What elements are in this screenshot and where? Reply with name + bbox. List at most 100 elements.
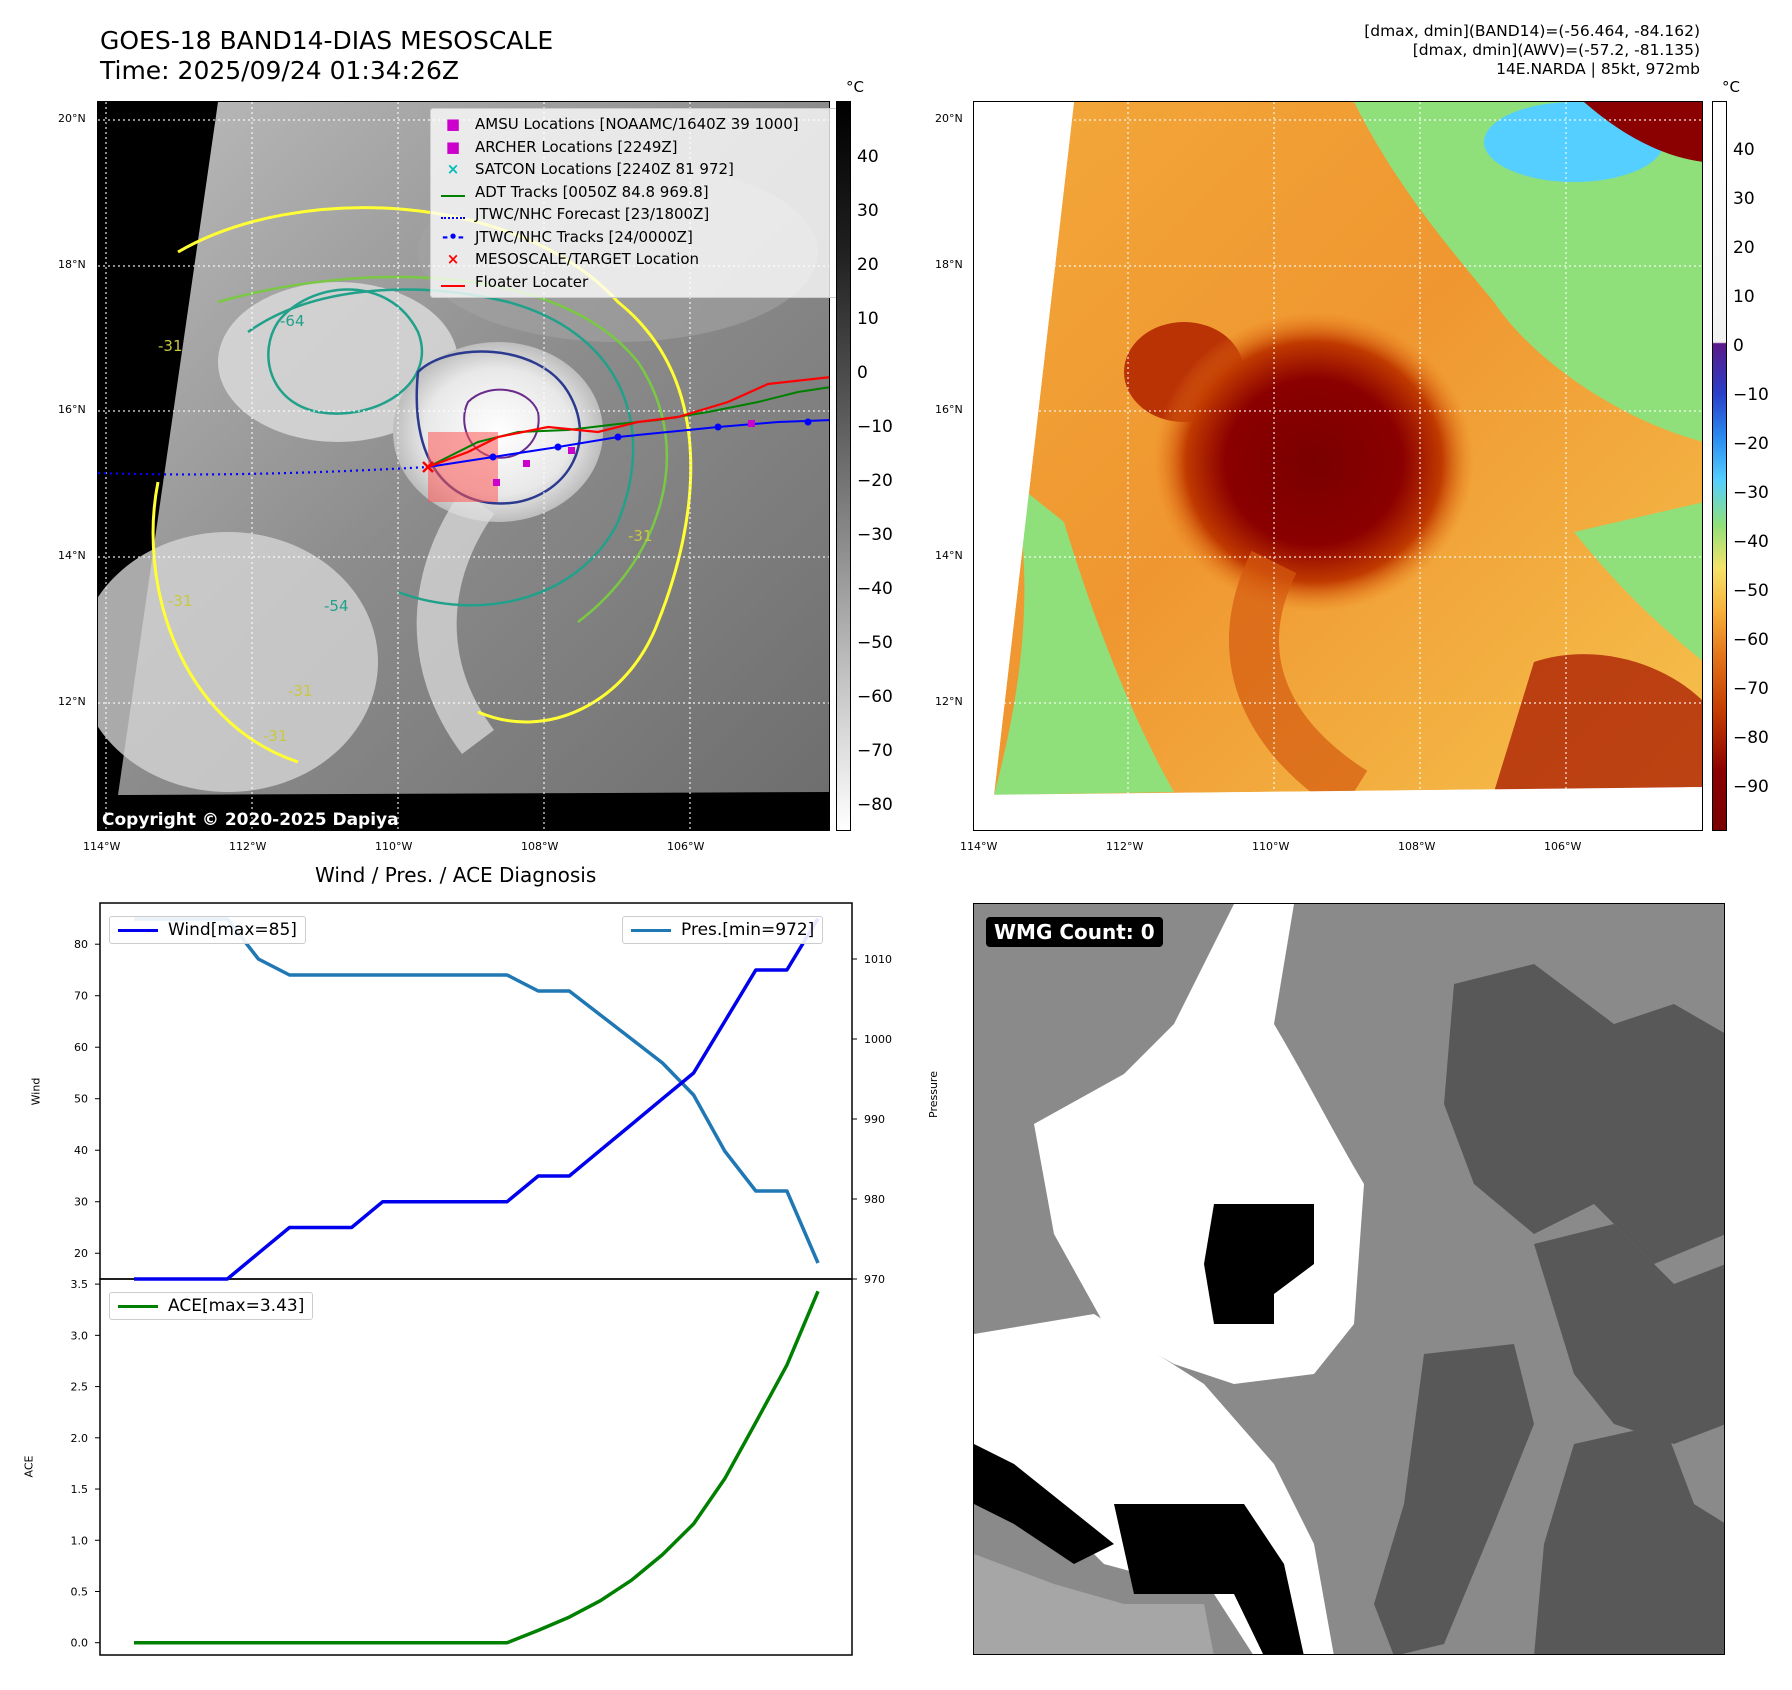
awv-colorbar-label: −60 [1733,630,1769,650]
awv-colorbar-label: −70 [1733,679,1769,699]
legend-track: -•- JTWC/NHC Tracks [24/0000Z] [439,226,829,249]
awv-colorbar-label: −20 [1733,434,1769,454]
lon-tick: 114°W [960,840,998,853]
ace-tick-label: 1.5 [71,1483,89,1496]
ir-colorbar-label: 30 [857,201,879,221]
ace-axis-label: ACE [22,1455,36,1478]
title-line-2: Time: 2025/09/24 01:34:26Z [100,56,459,85]
ir-colorbar-label: 20 [857,255,879,275]
legend-label: ARCHER Locations [2249Z] [475,137,678,156]
lat-tick: 18°N [58,258,86,271]
lon-tick: 114°W [83,840,121,853]
pressure-tick-label: 970 [864,1273,885,1286]
ir-colorbar-label: 40 [857,147,879,167]
awv-colorbar-label: −30 [1733,483,1769,503]
wind-tick-label: 30 [74,1196,88,1209]
lon-tick: 108°W [1398,840,1436,853]
pressure-tick-label: 1000 [864,1033,892,1046]
lat-tick: 14°N [58,549,86,562]
copyright-text: Copyright © 2020-2025 Dapiya [102,810,399,830]
awv-map-panel [973,101,1703,831]
contour-label: -31 [263,727,288,745]
lat-tick: 20°N [935,112,963,125]
legend-forecast: JTWC/NHC Forecast [23/1800Z] [439,203,829,226]
ir-colorbar-label: −30 [857,525,893,545]
pressure-tick-label: 980 [864,1193,885,1206]
legend-label: MESOSCALE/TARGET Location [475,250,700,268]
ace-axes-frame [99,1278,853,1656]
awv-colorbar-label: −80 [1733,728,1769,748]
diagnosis-title: Wind / Pres. / ACE Diagnosis [315,863,597,887]
legend-label: SATCON Locations [2240Z 81 972] [475,160,734,178]
pressure-series-line [134,917,820,1264]
pressure-legend-label: Pres.[min=972] [681,920,815,940]
ace-legend-swatch [118,1304,158,1308]
awv-colorbar-unit: °C [1722,78,1740,96]
ace-tick-label: 2.0 [71,1432,89,1445]
wmg-panel: WMG Count: 0 [973,903,1725,1655]
legend-floater: Floater Locater [439,271,829,294]
chart-title: GOES-18 BAND14-DIAS MESOSCALE Time: 2025… [100,26,553,86]
wind-series-line [134,917,820,1281]
wind-tick-label: 40 [74,1144,88,1157]
ir-colorbar-label: −70 [857,741,893,761]
wmg-image [974,904,1724,1654]
lon-tick: 112°W [1106,840,1144,853]
legend-adt: ADT Tracks [0050Z 84.8 969.8] [439,181,829,204]
lon-tick: 106°W [1544,840,1582,853]
legend-satcon: × SATCON Locations [2240Z 81 972] [439,158,829,181]
ace-tick-label: 2.5 [71,1381,89,1394]
awv-colorbar [1712,101,1727,831]
legend-label: Floater Locater [475,272,589,291]
contour-label: -64 [280,312,305,330]
ace-series-line [134,1290,820,1645]
contour-label: -31 [628,527,653,545]
ir-colorbar-label: 10 [857,309,879,329]
lon-tick: 110°W [1252,840,1290,853]
ace-legend: ACE[max=3.43] [109,1292,314,1320]
legend-label: JTWC/NHC Forecast [23/1800Z] [475,205,710,223]
awv-colorbar-label: −10 [1733,385,1769,405]
wind-axes-frame [99,902,853,1280]
awv-map-image [974,102,1702,830]
wmg-count-badge: WMG Count: 0 [986,917,1163,947]
awv-colorbar-label: 0 [1733,336,1744,356]
ir-colorbar-label: −20 [857,471,893,491]
awv-colorbar-label: 40 [1733,140,1755,160]
legend-amsu: ■ AMSU Locations [NOAAMC/1640Z 39 1000] [439,113,829,136]
ace-tick-label: 0.0 [71,1637,89,1650]
contour-label: -54 [324,597,349,615]
wind-tick-label: 70 [74,990,88,1003]
ace-tick-label: 0.5 [71,1585,89,1598]
awv-colorbar-label: 30 [1733,189,1755,209]
lat-tick: 20°N [58,112,86,125]
pressure-tick-label: 990 [864,1113,885,1126]
lat-tick: 18°N [935,258,963,271]
wind-legend-swatch [118,928,158,932]
lat-tick: 16°N [58,403,86,416]
legend-label: ADT Tracks [0050Z 84.8 969.8] [475,182,709,201]
ir-colorbar-unit: °C [846,78,864,96]
contour-label: -31 [158,337,183,355]
diagnosis-chart: 20 30 40 50 60 70 80 970 980 990 1000 1010 0.0 0.5 1.0… [71,902,892,1656]
legend-label: JTWC/NHC Tracks [24/0000Z] [475,227,693,246]
wind-tick-label: 20 [74,1247,88,1260]
ace-legend-label: ACE[max=3.43] [168,1296,305,1316]
stats-header: [dmax, dmin](BAND14)=(-56.464, -84.162) … [1364,22,1700,79]
awv-colorbar-label: 10 [1733,287,1755,307]
pressure-legend-swatch [631,928,671,932]
contour-label: -31 [168,592,193,610]
pressure-tick-label: 1010 [864,953,892,966]
wind-tick-label: 50 [74,1093,88,1106]
lon-tick: 112°W [229,840,267,853]
ir-colorbar-label: −80 [857,795,893,815]
stats-line-3: 14E.NARDA | 85kt, 972mb [1496,60,1700,78]
lon-tick: 106°W [667,840,705,853]
title-line-1: GOES-18 BAND14-DIAS MESOSCALE [100,26,554,55]
legend-label: AMSU Locations [NOAAMC/1640Z 39 1000] [475,115,799,133]
awv-colorbar-label: −40 [1733,532,1769,552]
lat-tick: 14°N [935,549,963,562]
contour-label: -31 [288,682,313,700]
ir-colorbar [836,101,851,831]
ace-tick-label: 3.0 [71,1329,89,1342]
